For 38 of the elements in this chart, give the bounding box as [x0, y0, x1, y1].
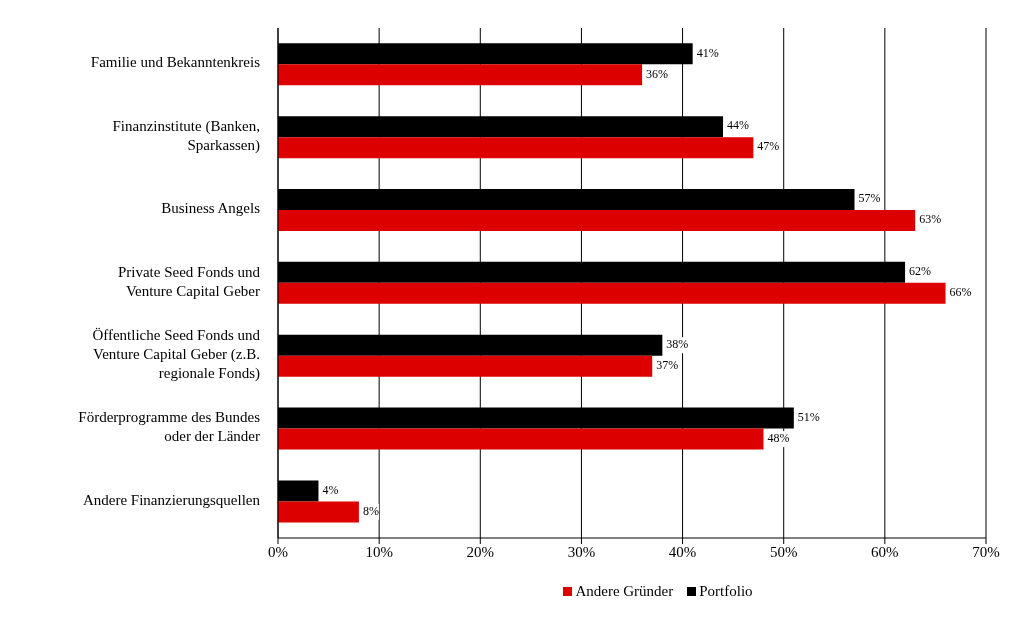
x-tick-label: 30% — [567, 543, 596, 560]
y-tick-label: Öffentliche Seed Fonds und Venture Capital Geber (z.B. regionale Fonds) — [92, 327, 261, 383]
data-label: 57% — [858, 191, 881, 206]
data-label: 38% — [666, 336, 689, 351]
x-tick-label: 10% — [365, 543, 393, 560]
x-tick-label: 70% — [972, 543, 1000, 560]
data-label: 48% — [767, 430, 790, 445]
y-tick-label: Business Angels — [161, 200, 261, 217]
y-tick-label: Förderprogramme des Bundes oder der Länder — [78, 409, 261, 445]
legend-label: Andere Gründer — [574, 583, 674, 600]
bar — [278, 210, 916, 232]
data-label: 44% — [727, 118, 750, 133]
x-tick-label: 0% — [268, 543, 288, 560]
y-tick-label: Andere Finanzierungsquellen — [82, 492, 261, 509]
bar — [278, 501, 359, 523]
data-label: 41% — [696, 45, 719, 60]
data-label: 51% — [797, 409, 820, 424]
data-label: 47% — [757, 139, 780, 154]
data-label: 62% — [909, 264, 932, 279]
y-tick-label: Familie und Bekanntenkreis — [90, 54, 261, 71]
data-label: 66% — [949, 285, 972, 300]
legend-label: Portfolio — [698, 583, 753, 600]
x-tick-label: 20% — [466, 543, 495, 560]
bar — [278, 64, 643, 86]
data-label: 63% — [919, 212, 942, 227]
x-tick-label: 50% — [769, 543, 798, 560]
data-label: 37% — [656, 357, 679, 372]
data-label: 4% — [322, 482, 339, 497]
data-label: 8% — [362, 503, 379, 518]
x-tick-label: 60% — [871, 543, 899, 560]
y-tick-label: Private Seed Fonds und Venture Capital Geber — [117, 263, 261, 299]
bar — [278, 428, 764, 450]
bar — [278, 282, 946, 304]
bar — [278, 137, 754, 159]
data-label: 36% — [646, 66, 669, 81]
x-tick-label: 40% — [668, 543, 697, 560]
y-tick-label: Finanzinstitute (Banken, Sparkassen) — [112, 118, 260, 155]
bar — [278, 355, 653, 377]
